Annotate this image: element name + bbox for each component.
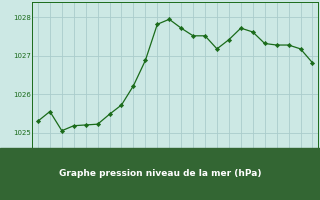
Text: Graphe pression niveau de la mer (hPa): Graphe pression niveau de la mer (hPa) [59,170,261,178]
